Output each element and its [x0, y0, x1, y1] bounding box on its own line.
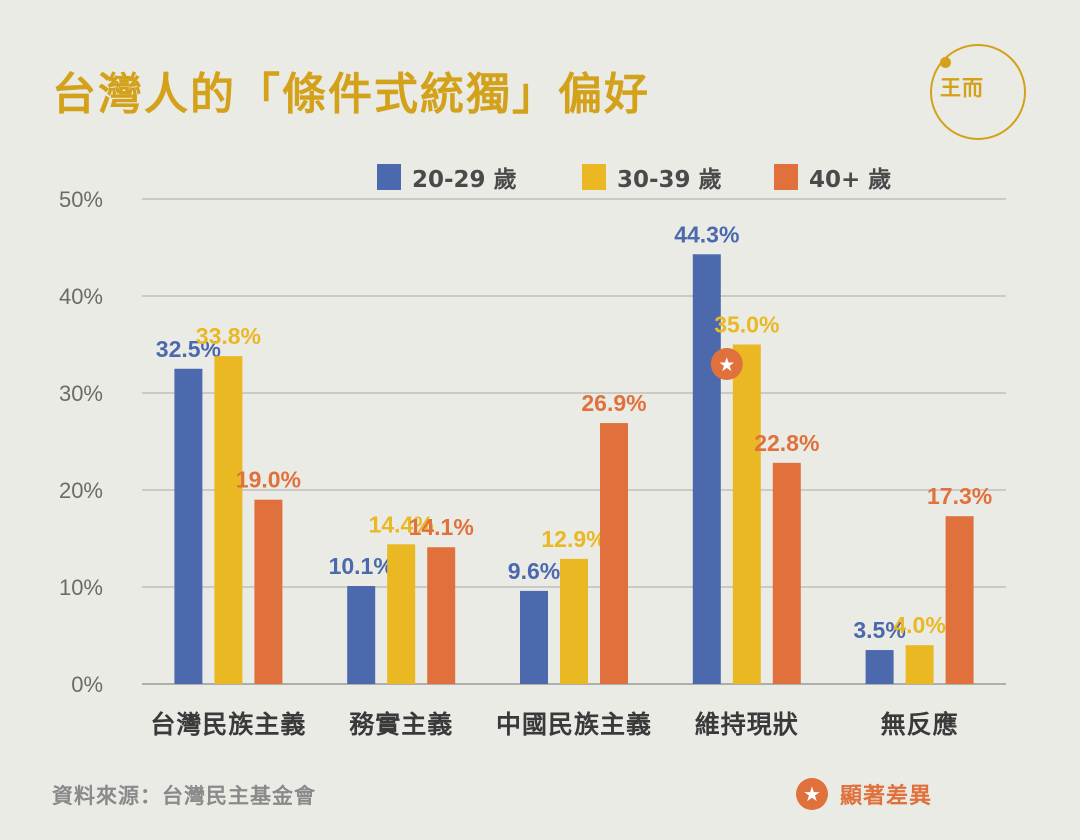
data-label: 9.6% — [508, 558, 560, 584]
significance-label: 顯著差異 — [840, 784, 933, 809]
y-tick-label: 50% — [59, 187, 103, 212]
logo: 王而 — [930, 44, 1026, 140]
bar — [174, 368, 203, 684]
category-label: 中國民族主義 — [496, 710, 652, 739]
bar — [732, 344, 761, 684]
bar — [387, 544, 416, 684]
bar — [214, 356, 243, 684]
bar — [865, 650, 894, 684]
data-label: 4.0% — [893, 612, 945, 638]
y-tick-label: 30% — [59, 381, 103, 406]
y-tick-label: 10% — [59, 575, 103, 600]
significance-marker — [710, 348, 743, 380]
bar — [427, 547, 456, 684]
logo-dot — [940, 57, 951, 68]
category-label: 維持現狀 — [695, 710, 799, 739]
data-label: 3.5% — [853, 617, 905, 643]
bar — [772, 462, 801, 684]
bar — [520, 590, 548, 684]
y-tick-label: 0% — [71, 672, 103, 697]
legend-label: 20-29 歲 — [412, 167, 517, 193]
data-label: 17.3% — [927, 483, 992, 509]
significance-legend: ★ 顯著差異 — [796, 776, 932, 812]
legend-swatch — [774, 164, 798, 190]
logo-glyph: 王而 — [940, 76, 984, 100]
legend-swatch — [377, 164, 401, 190]
data-label: 22.8% — [754, 430, 819, 456]
bar — [347, 586, 376, 684]
category-label: 台灣民族主義 — [150, 710, 306, 739]
data-label: 35.0% — [714, 312, 779, 338]
data-label: 44.3% — [674, 221, 739, 247]
y-tick-label: 40% — [59, 284, 103, 309]
data-label: 14.4% — [369, 511, 434, 537]
bar — [600, 423, 628, 684]
bar — [560, 558, 588, 684]
star-icon: ★ — [718, 354, 735, 376]
bar — [692, 254, 721, 685]
chart-title: 台灣人的「條件式統獨」偏好 — [52, 69, 650, 120]
source-note: 資料來源：台灣民主基金會 — [52, 784, 316, 808]
bar — [945, 516, 974, 684]
legend-label: 40+ 歲 — [809, 167, 891, 193]
data-label: 14.1% — [409, 514, 474, 540]
data-label: 32.5% — [156, 336, 221, 362]
data-label: 12.9% — [541, 526, 606, 552]
data-label: 19.0% — [236, 467, 301, 493]
category-label: 無反應 — [881, 710, 959, 739]
bar — [254, 499, 283, 684]
data-label: 26.9% — [581, 390, 646, 416]
category-label: 務實主義 — [349, 710, 453, 739]
bar — [905, 645, 934, 684]
data-label: 33.8% — [196, 323, 261, 349]
star-icon: ★ — [796, 778, 828, 810]
legend-label: 30-39 歲 — [617, 167, 722, 193]
y-tick-label: 20% — [59, 478, 103, 503]
legend-swatch — [582, 164, 606, 190]
data-label: 10.1% — [329, 553, 394, 579]
